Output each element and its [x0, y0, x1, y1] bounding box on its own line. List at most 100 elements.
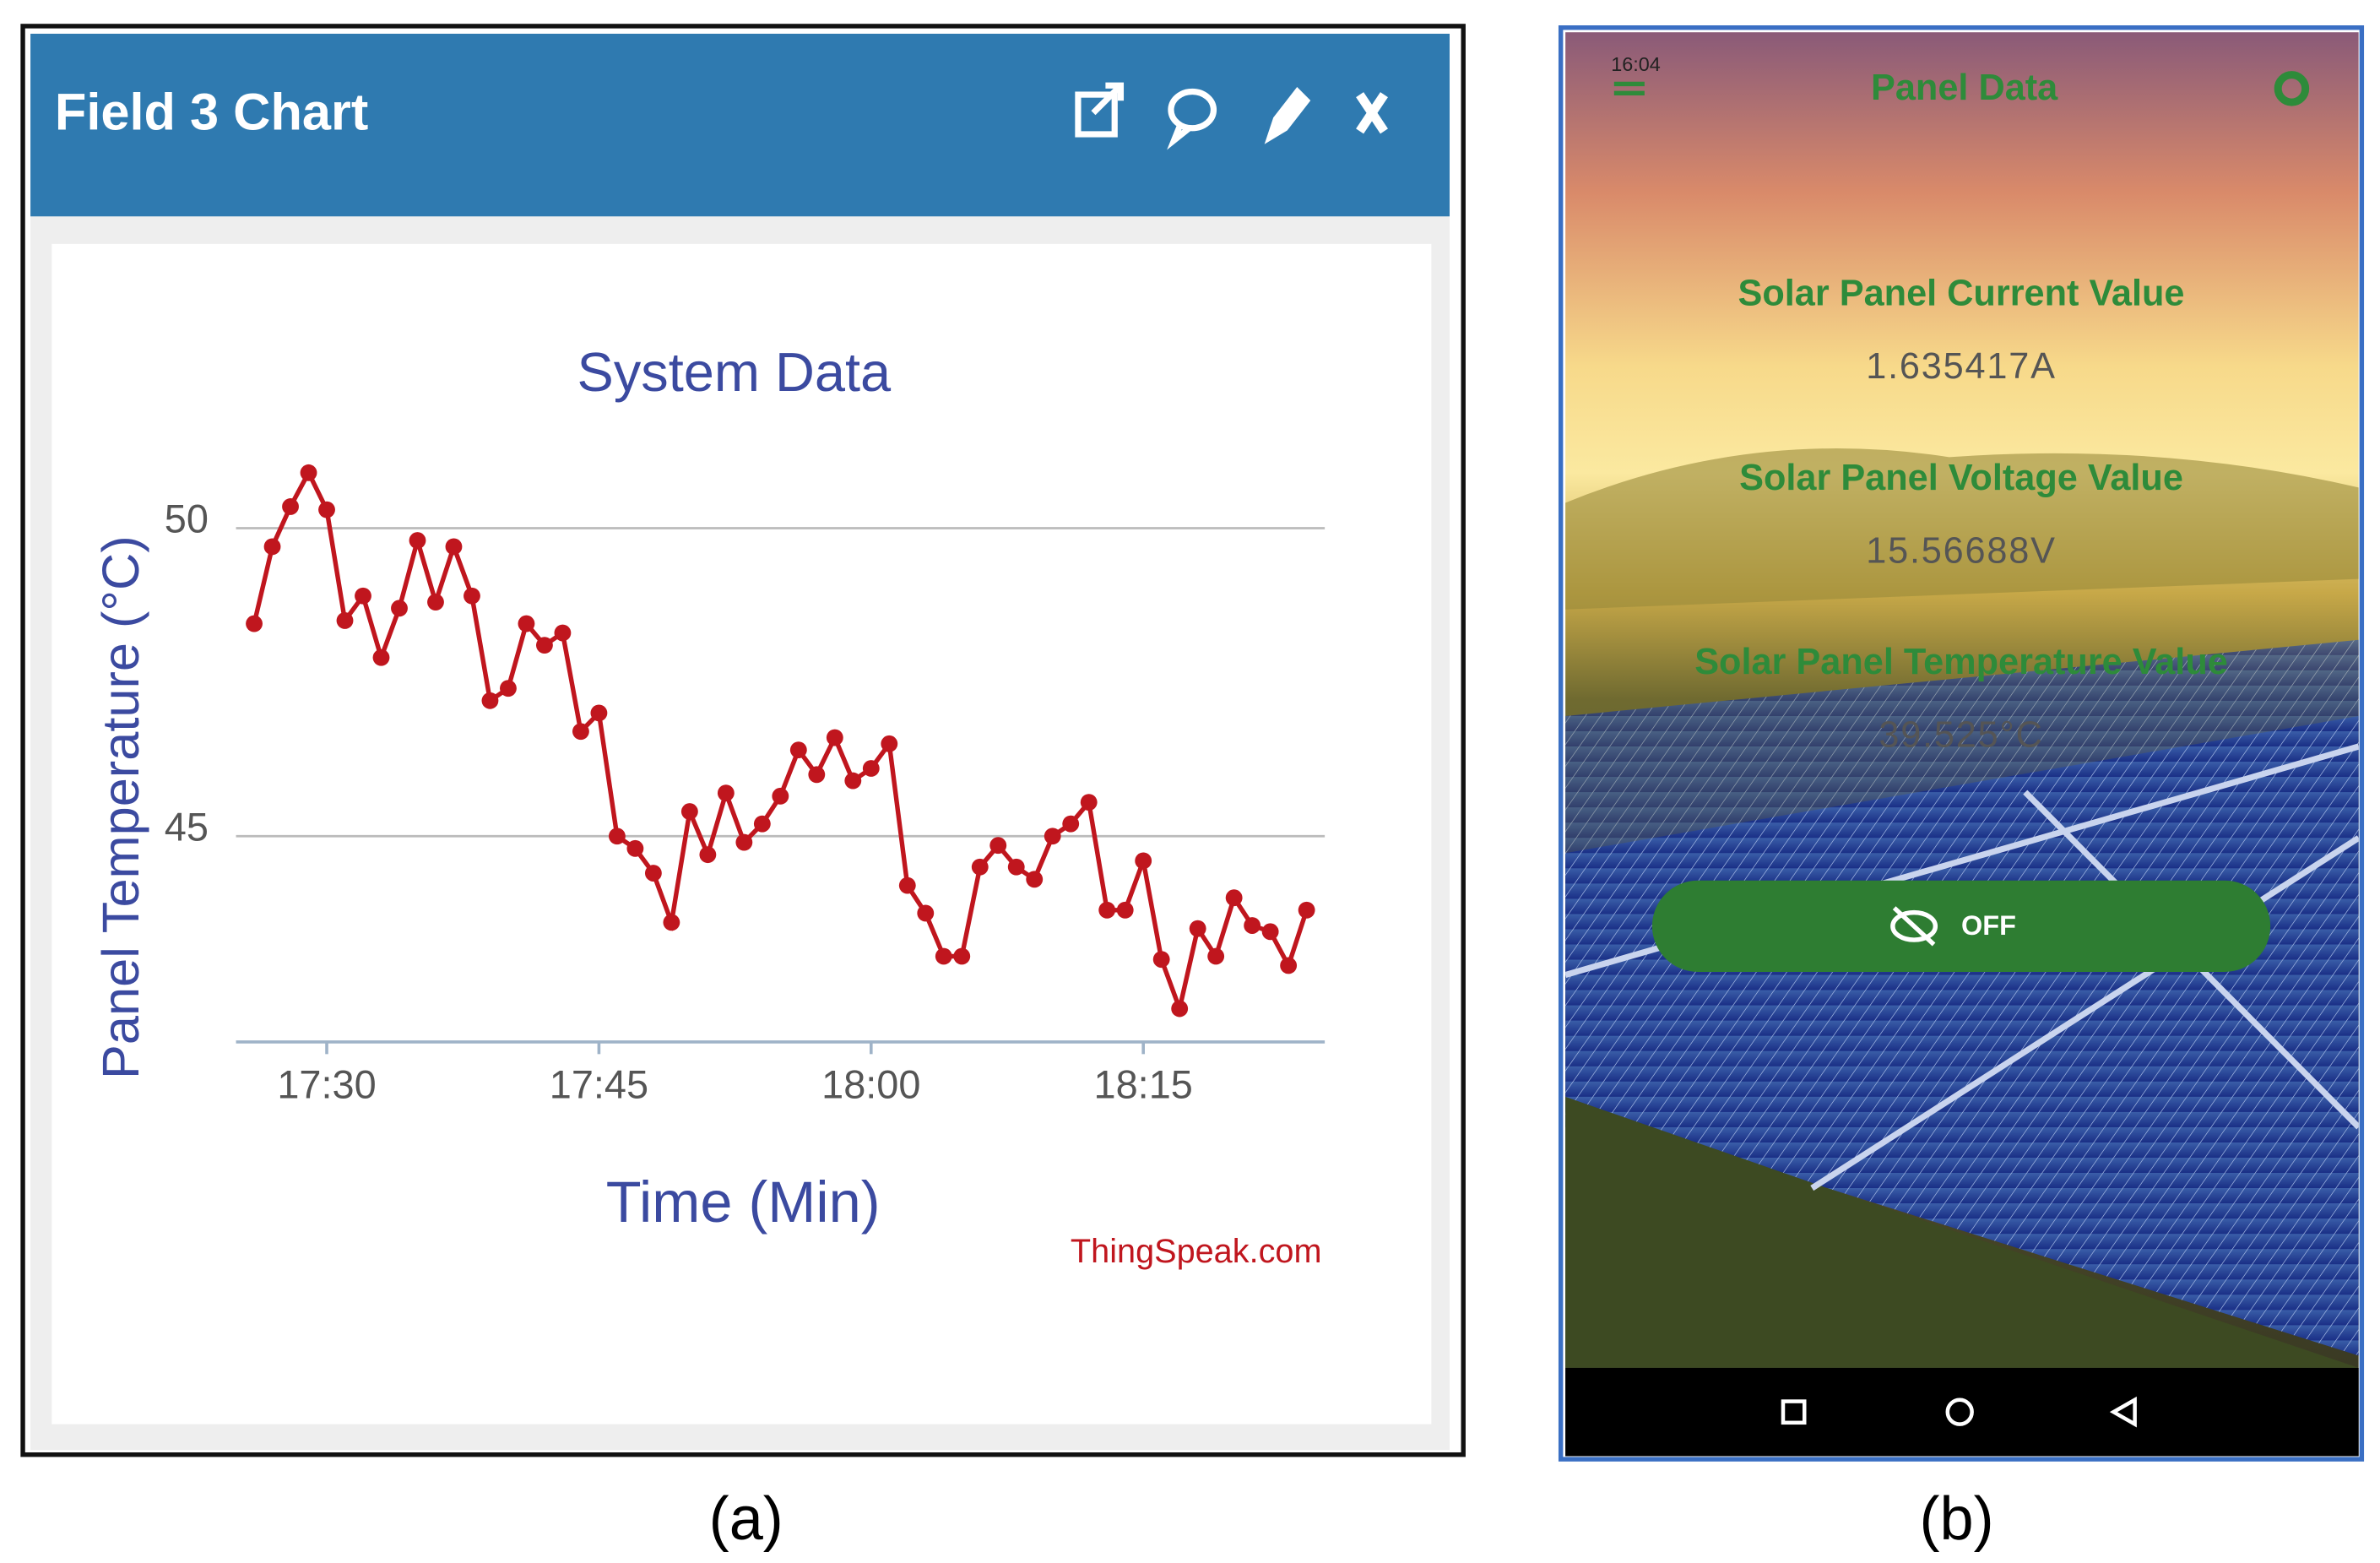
reading-label: Solar Panel Current Value	[1738, 274, 2185, 314]
grass	[1565, 1096, 2359, 1368]
point	[844, 772, 862, 790]
header-icons	[1075, 82, 1388, 150]
point	[826, 729, 843, 746]
chart-title: System Data	[577, 341, 892, 403]
point	[971, 858, 989, 876]
point	[717, 784, 735, 802]
point	[1298, 901, 1315, 919]
point	[481, 692, 499, 709]
point	[881, 735, 898, 752]
toggle-button[interactable]	[1651, 880, 2271, 972]
point	[355, 587, 371, 605]
point	[1135, 852, 1152, 870]
hills	[1565, 448, 2359, 610]
point	[953, 947, 971, 965]
point	[518, 615, 535, 632]
point	[391, 600, 408, 617]
phone-screen	[1565, 32, 2359, 1368]
reading-value: 1.635417A	[1866, 346, 2057, 387]
x-tick-label: 18:00	[821, 1062, 920, 1106]
point	[735, 833, 753, 851]
point	[590, 704, 608, 722]
point	[608, 828, 626, 845]
point	[699, 846, 717, 864]
close-icon[interactable]	[1356, 92, 1388, 134]
point	[1152, 951, 1170, 969]
status-time: 16:04	[1611, 53, 1661, 75]
point	[246, 615, 263, 632]
button-label[interactable]: OFF	[1961, 910, 2016, 941]
point	[409, 532, 426, 550]
reading-value: 15.56688V	[1866, 530, 2057, 571]
readings: Solar Panel Current Value 1.635417A Solar …	[1694, 274, 2228, 756]
point	[1062, 815, 1080, 833]
point	[1244, 917, 1261, 934]
point	[644, 865, 662, 882]
point	[1080, 794, 1098, 811]
point	[772, 787, 789, 805]
caption: (a)	[709, 1485, 783, 1553]
recents-button[interactable]	[1781, 1399, 1807, 1425]
widget-header	[30, 33, 1450, 217]
point	[1171, 1000, 1189, 1018]
eye-off-icon	[1890, 906, 1938, 947]
point	[680, 803, 698, 821]
point	[917, 904, 935, 922]
point	[427, 594, 444, 611]
point	[282, 498, 299, 515]
edit-icon[interactable]	[1264, 87, 1311, 144]
point	[808, 766, 826, 784]
caption: (b)	[1920, 1485, 1994, 1553]
menu-icon[interactable]	[1613, 81, 1645, 95]
nav-bar	[1565, 1367, 2359, 1457]
widget-title: Field 3 Chart	[55, 83, 368, 141]
back-button[interactable]	[2109, 1396, 2137, 1428]
x-axis-label: Time (Min)	[606, 1170, 881, 1235]
reading-value: 39.525°C	[1879, 715, 2043, 756]
point	[336, 612, 354, 629]
chart: 45 50 17:30 17:45 18:00 18:15	[165, 464, 1326, 1106]
point	[500, 680, 517, 697]
credit: ThingSpeak.com	[1071, 1233, 1322, 1270]
point	[898, 876, 916, 894]
x-tick-label: 17:45	[550, 1062, 648, 1106]
point	[1098, 901, 1116, 919]
point	[263, 538, 281, 556]
point	[318, 501, 335, 518]
y-axis-label: Panel Temperature (°C)	[91, 535, 149, 1079]
y-tick-label: 50	[165, 497, 209, 541]
comment-icon[interactable]	[1167, 88, 1217, 150]
point	[663, 914, 680, 931]
y-tick-label: 45	[165, 805, 209, 849]
reading-label: Solar Panel Voltage Value	[1739, 458, 2183, 498]
point	[1261, 923, 1279, 941]
point	[989, 837, 1007, 855]
x-tick-label: 18:15	[1094, 1062, 1193, 1106]
point	[1189, 920, 1206, 937]
point	[554, 624, 572, 642]
x-tick-label: 17:30	[277, 1062, 376, 1106]
point	[935, 947, 952, 965]
solar-panel	[1565, 715, 2359, 1356]
point	[789, 741, 807, 759]
open-icon[interactable]	[1075, 82, 1125, 138]
point	[1044, 828, 1061, 845]
reading-label: Solar Panel Temperature Value	[1694, 642, 2228, 682]
point	[753, 815, 771, 833]
settings-icon[interactable]	[2274, 71, 2310, 106]
point	[464, 587, 480, 605]
home-button[interactable]	[1945, 1397, 1974, 1426]
point	[372, 649, 390, 666]
point	[1007, 858, 1025, 876]
app-title: Panel Data	[1871, 68, 2058, 108]
point	[536, 637, 553, 654]
point	[300, 464, 317, 481]
point	[1225, 889, 1243, 907]
point	[572, 723, 589, 741]
point	[1116, 901, 1134, 919]
point	[1026, 871, 1044, 888]
point	[626, 839, 644, 857]
point	[1280, 957, 1298, 974]
point	[445, 538, 463, 556]
